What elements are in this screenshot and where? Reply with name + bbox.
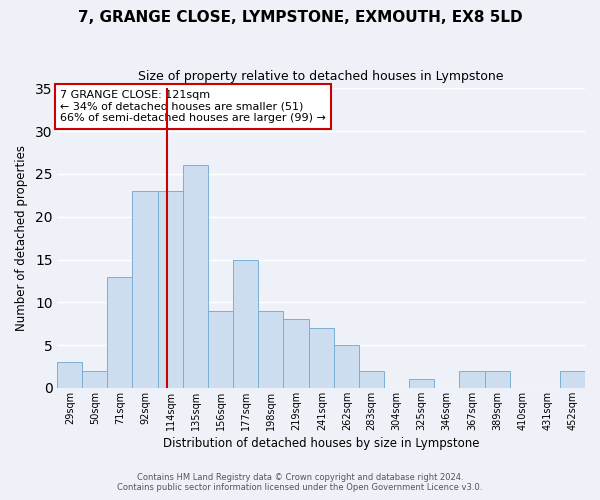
Bar <box>459 371 485 388</box>
Bar <box>310 328 334 388</box>
Text: 7 GRANGE CLOSE: 121sqm
← 34% of detached houses are smaller (51)
66% of semi-det: 7 GRANGE CLOSE: 121sqm ← 34% of detached… <box>60 90 326 123</box>
Bar <box>132 191 158 388</box>
Bar <box>184 166 208 388</box>
Bar <box>334 345 359 388</box>
Text: Contains HM Land Registry data © Crown copyright and database right 2024.
Contai: Contains HM Land Registry data © Crown c… <box>118 473 482 492</box>
Bar <box>258 311 283 388</box>
X-axis label: Distribution of detached houses by size in Lympstone: Distribution of detached houses by size … <box>163 437 479 450</box>
Bar <box>158 191 184 388</box>
Bar <box>82 371 107 388</box>
Bar <box>233 260 258 388</box>
Bar <box>409 380 434 388</box>
Text: 7, GRANGE CLOSE, LYMPSTONE, EXMOUTH, EX8 5LD: 7, GRANGE CLOSE, LYMPSTONE, EXMOUTH, EX8… <box>77 10 523 25</box>
Y-axis label: Number of detached properties: Number of detached properties <box>15 145 28 331</box>
Bar <box>208 311 233 388</box>
Bar <box>58 362 82 388</box>
Bar <box>485 371 510 388</box>
Bar <box>359 371 384 388</box>
Title: Size of property relative to detached houses in Lympstone: Size of property relative to detached ho… <box>139 70 504 83</box>
Bar <box>107 276 132 388</box>
Bar <box>283 320 310 388</box>
Bar <box>560 371 585 388</box>
